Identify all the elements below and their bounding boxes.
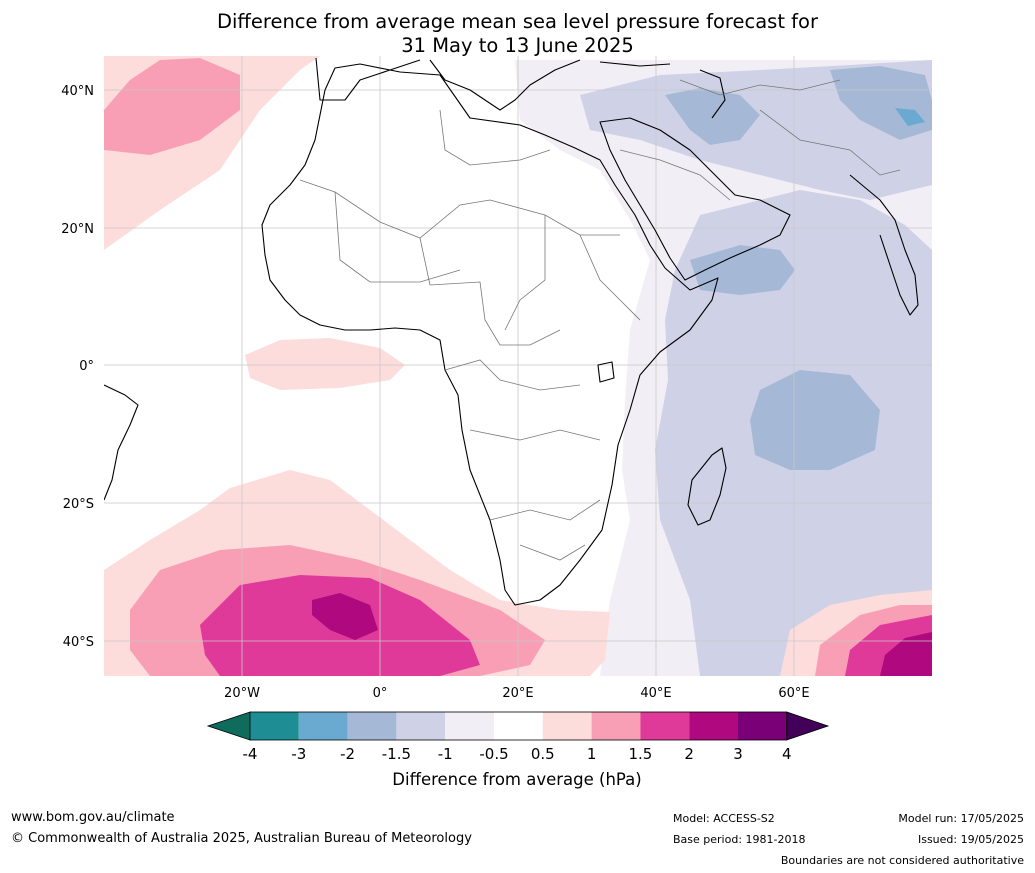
map-panel [104, 56, 932, 676]
boundaries-note: Boundaries are not considered authoritat… [780, 854, 1024, 867]
colorbar-tick-label: -2 [340, 745, 355, 763]
south-america-coastline [104, 384, 139, 501]
longitude-labels: 20°W 0° 20°E 40°E 60°E [224, 686, 810, 701]
lon-label-20w: 20°W [224, 686, 260, 701]
pink-light-equatorial-atlantic [245, 338, 405, 390]
africa-coastline [261, 63, 719, 606]
issued-date: Issued: 19/05/2025 [917, 833, 1024, 846]
model-run: Model run: 17/05/2025 [898, 812, 1024, 825]
colorbar-tick-label: 3 [733, 745, 743, 763]
colorbar-swatch [494, 712, 543, 740]
latitude-labels: 40°N 20°N 0° 20°S 40°S [61, 84, 94, 650]
colorbar-swatch [542, 712, 592, 740]
black-sea-caspian [599, 61, 726, 119]
colorbar-tick-label: -0.5 [479, 745, 508, 763]
lat-label-eq: 0° [79, 359, 94, 374]
lat-label-20n: 20°N [61, 222, 94, 237]
lat-label-40s: 40°S [63, 635, 94, 650]
title-line-1: Difference from average mean sea level p… [217, 10, 818, 33]
colorbar-swatch [591, 712, 641, 740]
teal-spot-himalaya [895, 108, 925, 126]
copyright-text: © Commonwealth of Australia 2025, Austra… [11, 831, 472, 846]
europe-coastline [315, 57, 581, 111]
negative-anomaly-shading [515, 60, 932, 676]
colorbar-swatch [738, 712, 787, 740]
colorbar-title: Difference from average (hPa) [392, 770, 641, 789]
colorbar: -4 -3 -2 -1.5 -1 -0.5 0.5 1 1.5 2 3 4 [206, 711, 830, 763]
country-boundaries [299, 79, 901, 561]
colorbar-swatch [250, 712, 299, 740]
colorbar-tick-label: 0.5 [531, 745, 555, 763]
india-coastline [849, 174, 919, 316]
colorbar-swatch [640, 712, 690, 740]
lat-label-20s: 20°S [63, 497, 94, 512]
positive-anomaly-shading [104, 56, 932, 676]
lon-label-40e: 40°E [640, 686, 671, 701]
colorbar-tick-label: 4 [782, 745, 792, 763]
colorbar-tick-label: -1 [438, 745, 453, 763]
lat-label-40n: 40°N [61, 84, 94, 99]
colorbar-arrow-low [206, 711, 251, 741]
lake-victoria [597, 361, 615, 383]
colorbar-tick-label: 1.5 [628, 745, 652, 763]
colorbar-swatch [347, 712, 397, 740]
arabia-coastline [599, 117, 791, 281]
colorbar-tick-label: -4 [243, 745, 258, 763]
lon-label-60e: 60°E [778, 686, 809, 701]
colorbar-tick-label: -1.5 [382, 745, 411, 763]
pink-north-atlantic [104, 58, 240, 155]
madagascar-coastline [687, 447, 727, 526]
blue-region-middle-east [665, 66, 932, 145]
base-period: Base period: 1981-2018 [673, 833, 806, 846]
colorbar-swatch [689, 712, 738, 740]
coastlines [104, 57, 919, 606]
lavender-region-east [580, 60, 932, 676]
lon-label-20e: 20°E [502, 686, 533, 701]
colorbar-tick-label: 1 [587, 745, 597, 763]
website-link[interactable]: www.bom.gov.au/climate [11, 810, 175, 825]
colorbar-outline [249, 711, 788, 741]
colorbar-tick-label: 2 [684, 745, 694, 763]
colorbar-swatch [445, 712, 494, 740]
blue-region-indian-ocean [750, 370, 880, 470]
colorbar-swatch [298, 712, 348, 740]
deep-magenta-south-atlantic [312, 593, 378, 640]
lon-label-0: 0° [373, 686, 388, 701]
deep-magenta-south-indian [880, 632, 932, 676]
colorbar-swatch [396, 712, 446, 740]
title-line-2: 31 May to 13 June 2025 [401, 34, 634, 57]
model-name: Model: ACCESS-S2 [673, 812, 775, 825]
colorbar-arrow-high [786, 711, 830, 741]
colorbar-tick-label: -3 [291, 745, 306, 763]
gridlines [104, 56, 932, 676]
